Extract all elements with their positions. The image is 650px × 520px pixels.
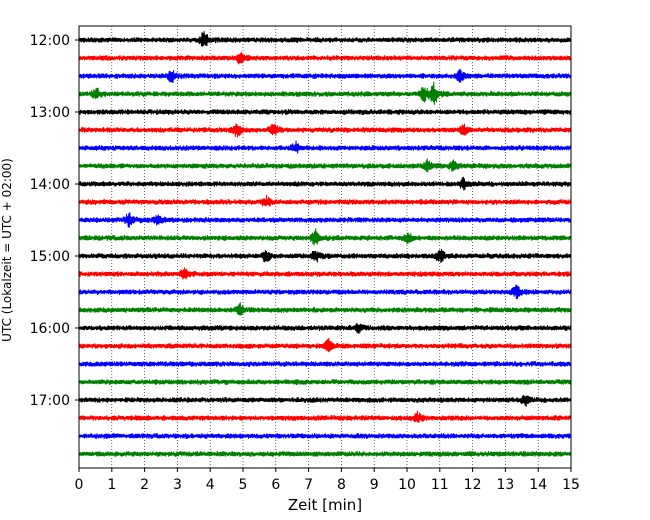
trace-1315 xyxy=(78,123,572,138)
trace-1330 xyxy=(78,140,572,154)
y-axis-ticks: 12:00 13:00 14:00 15:00 16:00 17:00 xyxy=(30,33,79,409)
x-tick-label: 1 xyxy=(107,477,116,493)
trace-1600 xyxy=(78,323,572,334)
x-axis-title: Zeit [min] xyxy=(288,496,362,514)
x-tick-label: 7 xyxy=(304,477,313,493)
trace-1230 xyxy=(78,68,572,83)
trace-1630 xyxy=(78,360,572,367)
y-tick-label: 14:00 xyxy=(30,177,70,193)
y-tick-label: 17:00 xyxy=(30,393,70,409)
x-tick-label: 4 xyxy=(206,477,215,493)
x-tick-label: 12 xyxy=(464,477,482,493)
x-tick-label: 9 xyxy=(370,477,379,493)
trace-1430 xyxy=(78,212,572,228)
x-tick-label: 14 xyxy=(529,477,547,493)
x-tick-label: 11 xyxy=(431,477,449,493)
trace-1715 xyxy=(78,410,572,423)
trace-1445 xyxy=(78,228,572,246)
x-axis-ticks: 0 1 2 3 4 5 6 7 8 9 10 11 12 13 14 15 xyxy=(75,468,580,493)
trace-1745 xyxy=(78,450,572,457)
trace-1700 xyxy=(78,395,572,407)
x-tick-label: 10 xyxy=(398,477,416,493)
trace-group xyxy=(78,31,572,457)
trace-1345 xyxy=(78,158,572,173)
y-tick-label: 12:00 xyxy=(30,33,70,49)
y-tick-label: 16:00 xyxy=(30,321,70,337)
trace-1730 xyxy=(78,433,572,440)
trace-1400 xyxy=(78,176,572,191)
x-tick-label: 13 xyxy=(496,477,514,493)
trace-1215 xyxy=(78,51,572,65)
plot-frame xyxy=(78,25,572,469)
x-tick-label: 2 xyxy=(140,477,149,493)
trace-1200 xyxy=(78,31,572,47)
y-axis-title: UTC (Lokalzeit = UTC + 02:00) xyxy=(0,158,14,342)
x-tick-label: 6 xyxy=(271,477,280,493)
x-tick-label: 8 xyxy=(337,477,346,493)
trace-1645 xyxy=(78,379,572,386)
trace-1500 xyxy=(78,249,572,263)
trace-1515 xyxy=(78,267,572,280)
x-tick-label: 15 xyxy=(562,477,580,493)
x-tick-label: 3 xyxy=(173,477,182,493)
y-tick-label: 15:00 xyxy=(30,249,70,265)
trace-1545 xyxy=(78,302,572,316)
trace-1615 xyxy=(78,337,572,353)
trace-1530 xyxy=(78,284,572,300)
trace-1245 xyxy=(78,81,572,105)
trace-1415 xyxy=(78,195,572,207)
y-tick-label: 13:00 xyxy=(30,105,70,121)
x-tick-label: 5 xyxy=(239,477,248,493)
x-tick-label: 0 xyxy=(75,477,84,493)
trace-1300 xyxy=(78,109,572,116)
